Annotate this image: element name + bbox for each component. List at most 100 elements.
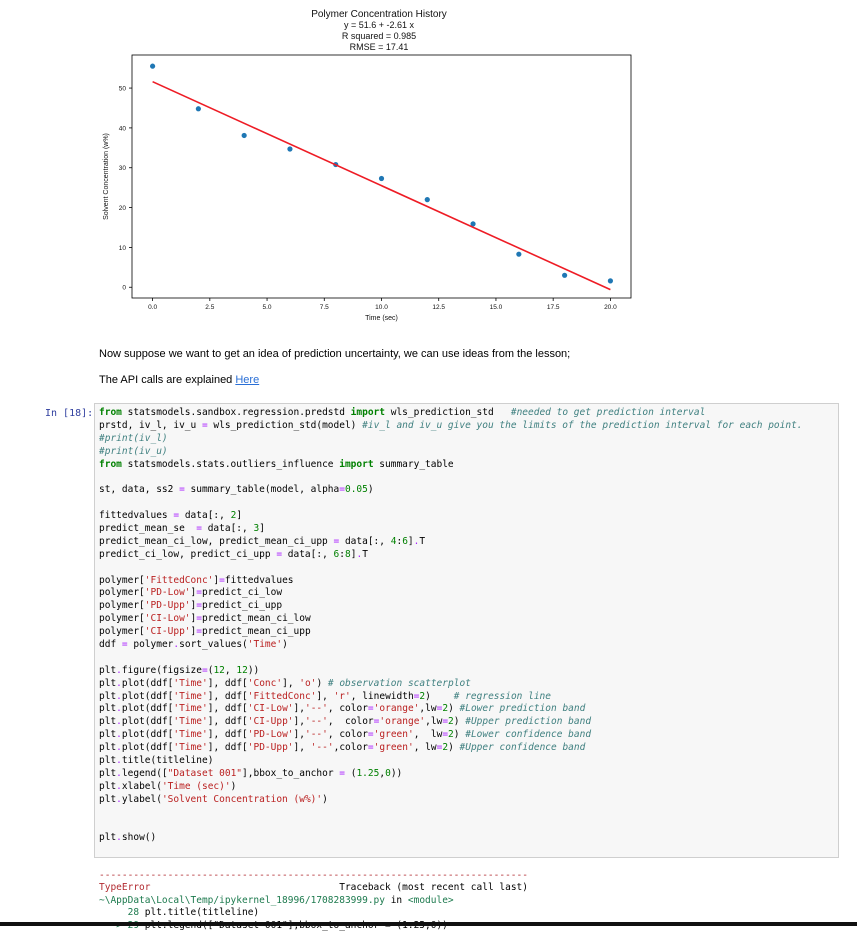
code-line: polymer['FittedConc']=fittedvalues <box>99 575 803 588</box>
code-token: ] <box>190 626 197 638</box>
code-token: = <box>367 742 374 754</box>
code-editor[interactable]: from statsmodels.sandbox.regression.pred… <box>99 407 803 845</box>
x-tick-label: 10.0 <box>375 304 388 311</box>
code-token: predict_mean_ci_low, predict_mean_ci_upp <box>99 535 334 547</box>
code-token: 2 <box>442 703 449 715</box>
y-tick-label: 40 <box>119 125 127 132</box>
traceback-line-number: 28 <box>99 907 145 919</box>
chart-subtitle-line: R squared = 0.985 <box>342 31 416 41</box>
code-token: plot(ddf[ <box>121 729 174 741</box>
code-token: . <box>116 664 122 676</box>
code-token: 'PD-Upp' <box>144 600 191 612</box>
code-line: ddf = polymer.sort_values('Time') <box>99 639 803 652</box>
data-point <box>195 106 201 112</box>
code-token: #Lower prediction band <box>459 703 586 715</box>
code-token: plt <box>99 703 117 715</box>
code-token: ) <box>425 690 454 702</box>
code-token: 'o' <box>299 677 317 689</box>
code-token: 8 <box>345 548 351 560</box>
code-token: 'CI-Upp' <box>144 626 191 638</box>
code-token: = <box>436 703 443 715</box>
code-token: data[:, <box>179 510 231 522</box>
code-token: . <box>116 690 122 702</box>
code-token: plt <box>99 664 117 676</box>
y-axis-label: Solvent Concentration (w%) <box>103 133 110 220</box>
code-token: show() <box>121 832 157 844</box>
code-token: . <box>116 767 122 779</box>
code-token: 'r' <box>333 690 351 702</box>
code-token: ], ddf[ <box>207 690 248 702</box>
code-token: . <box>356 548 363 560</box>
code-cell[interactable]: from statsmodels.sandbox.regression.pred… <box>94 403 839 858</box>
code-token: = <box>219 574 225 586</box>
x-tick-label: 12.5 <box>432 304 445 311</box>
code-token: 'green' <box>373 729 414 741</box>
code-line: #print(iv_u) <box>99 446 803 459</box>
regression-line <box>152 80 611 291</box>
code-token: = <box>367 729 374 741</box>
code-token: : <box>339 548 345 560</box>
here-link[interactable]: Here <box>235 374 260 386</box>
code-token: ylabel( <box>121 793 162 805</box>
code-token: plt <box>99 690 117 702</box>
code-token: 'green' <box>373 742 414 754</box>
code-token: 4 <box>390 535 397 547</box>
code-token: = <box>373 716 380 728</box>
markdown-text: Now suppose we want to get an idea of pr… <box>99 348 571 360</box>
code-token: 2 <box>419 690 426 702</box>
code-token: wls_prediction_std <box>385 407 511 418</box>
code-token: ] <box>259 523 265 535</box>
code-token: 6 <box>402 535 408 547</box>
code-line: plt.plot(ddf['Time'], ddf['CI-Low'],'--'… <box>99 703 803 716</box>
code-token: data[:, <box>201 523 254 535</box>
code-token: 'Time' <box>173 690 208 702</box>
code-token: ( <box>345 767 357 779</box>
code-token: import <box>350 407 385 418</box>
code-token: ) <box>230 780 237 792</box>
x-tick-label: 15.0 <box>490 304 503 311</box>
code-token: 'Time (sec)' <box>161 780 231 792</box>
code-line <box>99 471 803 484</box>
code-token: wls_prediction_std(model) <box>207 419 363 431</box>
code-token: 0.05 <box>344 484 368 496</box>
code-token: , <box>379 767 386 779</box>
code-token: polymer[ <box>99 587 145 599</box>
code-token: ] <box>350 548 357 560</box>
code-line: from statsmodels.sandbox.regression.pred… <box>99 407 803 420</box>
code-token: 6 <box>333 548 340 560</box>
code-line: predict_mean_se = data[:, 3] <box>99 523 803 536</box>
traceback-module: <module> <box>407 894 454 906</box>
code-token: ] <box>213 574 220 586</box>
code-line: polymer['CI-Low']=predict_mean_ci_low <box>99 613 803 626</box>
code-token: ) <box>282 639 288 651</box>
code-token: '--' <box>304 703 328 715</box>
code-token: . <box>116 716 122 728</box>
code-token: ,lw <box>425 716 443 728</box>
code-token: predict_mean_ci_low <box>202 613 311 625</box>
code-token: ) <box>453 716 466 728</box>
code-line: plt.plot(ddf['Time'], ddf['PD-Upp'], '--… <box>99 742 803 755</box>
code-token: plt <box>99 729 117 741</box>
markdown-text: The API calls are explained <box>99 374 236 386</box>
code-token: = <box>201 664 208 676</box>
code-token: = <box>339 767 345 779</box>
code-token: 3 <box>253 523 260 535</box>
code-token: plt <box>99 677 117 689</box>
code-token: , lw <box>413 729 443 741</box>
code-token: ], <box>293 703 305 715</box>
code-token: "Dataset 001" <box>167 767 243 779</box>
code-token: 'Time' <box>247 639 283 651</box>
code-token: ) <box>448 703 460 715</box>
code-token: 'Time' <box>173 729 208 741</box>
code-token: polymer[ <box>99 626 145 638</box>
code-token: plt <box>99 742 117 754</box>
code-token: fittedvalues <box>99 510 174 522</box>
window-bottom-edge <box>0 922 857 926</box>
code-token: figure(figsize <box>121 664 202 676</box>
code-token: 'CI-Upp' <box>247 716 294 728</box>
code-token: '--' <box>304 729 328 741</box>
x-tick-label: 5.0 <box>263 304 272 311</box>
code-token: 1.25 <box>356 767 380 779</box>
error-name: TypeError <box>99 882 151 894</box>
code-token: = <box>276 548 283 560</box>
